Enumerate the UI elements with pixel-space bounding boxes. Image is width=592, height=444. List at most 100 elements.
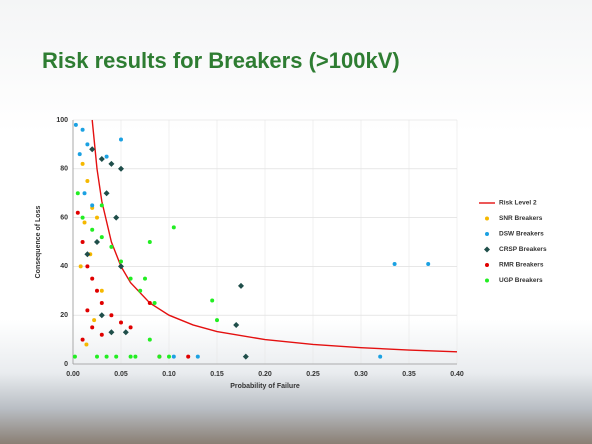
point	[81, 162, 85, 166]
point	[210, 299, 214, 303]
x-axis-label: Probability of Failure	[230, 383, 300, 390]
point	[92, 318, 96, 322]
point	[233, 322, 239, 328]
x-tick-label: 0.40	[450, 371, 464, 378]
point	[108, 329, 114, 335]
point	[81, 240, 85, 244]
point	[143, 277, 147, 281]
legend-swatch	[485, 232, 489, 236]
point	[113, 215, 119, 221]
y-tick-label: 20	[60, 312, 68, 319]
point	[81, 338, 85, 342]
point	[100, 235, 104, 239]
point	[85, 142, 89, 146]
point	[100, 203, 104, 207]
point	[100, 333, 104, 337]
point	[108, 161, 114, 167]
point	[172, 355, 176, 359]
point	[153, 301, 157, 305]
point	[104, 190, 110, 196]
point	[109, 313, 113, 317]
x-tick-label: 0.00	[66, 371, 80, 378]
point	[79, 264, 83, 268]
point	[84, 251, 90, 257]
point	[74, 123, 78, 127]
y-tick-label: 60	[60, 214, 68, 221]
chart: Risk results for Breakers (>100kV) Proba…	[0, 0, 592, 444]
x-tick-label: 0.15	[210, 371, 224, 378]
legend-label: Risk Level 2	[499, 200, 537, 207]
point	[84, 342, 88, 346]
point	[105, 355, 109, 359]
legend-label: UGP Breakers	[499, 277, 543, 284]
point	[129, 325, 133, 329]
point	[81, 128, 85, 132]
point	[238, 283, 244, 289]
point	[85, 264, 89, 268]
point	[393, 262, 397, 266]
legend-swatch	[485, 217, 489, 221]
point	[90, 203, 94, 207]
point	[76, 191, 80, 195]
point	[94, 239, 100, 245]
point	[95, 355, 99, 359]
legend-label: CRSP Breakers	[499, 246, 547, 253]
point	[196, 355, 200, 359]
chart-title: Risk results for Breakers (>100kV)	[42, 48, 400, 73]
x-tick-label: 0.35	[402, 371, 416, 378]
point	[167, 355, 171, 359]
point	[138, 289, 142, 293]
point	[83, 220, 87, 224]
point	[118, 166, 124, 172]
point	[85, 308, 89, 312]
y-axis-label: Consequence of Loss	[35, 206, 42, 279]
point	[129, 355, 133, 359]
point	[426, 262, 430, 266]
x-tick-label: 0.05	[114, 371, 128, 378]
point	[172, 225, 176, 229]
point	[109, 245, 113, 249]
point	[73, 355, 77, 359]
point	[186, 355, 190, 359]
x-tick-label: 0.10	[162, 371, 176, 378]
point	[118, 263, 124, 269]
point	[148, 240, 152, 244]
legend-swatch	[485, 263, 489, 267]
x-tick-label: 0.30	[354, 371, 368, 378]
point	[100, 301, 104, 305]
y-tick-label: 100	[56, 117, 68, 124]
point	[95, 289, 99, 293]
point	[95, 216, 99, 220]
x-tick-label: 0.25	[306, 371, 320, 378]
point	[157, 355, 161, 359]
legend-label: RMR Breakers	[499, 262, 544, 269]
point	[99, 156, 105, 162]
point	[243, 354, 249, 360]
point	[85, 179, 89, 183]
point	[129, 277, 133, 281]
point	[123, 329, 129, 335]
y-tick-label: 40	[60, 263, 68, 270]
point	[114, 355, 118, 359]
point	[90, 277, 94, 281]
legend-swatch	[485, 279, 489, 283]
point	[133, 355, 137, 359]
point	[100, 289, 104, 293]
risk-curve	[92, 120, 457, 352]
point	[119, 321, 123, 325]
x-tick-label: 0.20	[258, 371, 272, 378]
point	[105, 155, 109, 159]
point	[90, 325, 94, 329]
point	[148, 338, 152, 342]
point	[76, 211, 80, 215]
legend-label: SNR Breakers	[499, 215, 543, 222]
point	[119, 260, 123, 264]
legend-swatch	[484, 247, 490, 253]
point	[378, 355, 382, 359]
point	[78, 152, 82, 156]
point	[119, 138, 123, 142]
point	[99, 312, 105, 318]
point	[90, 228, 94, 232]
y-tick-label: 0	[64, 361, 68, 368]
point	[148, 301, 152, 305]
